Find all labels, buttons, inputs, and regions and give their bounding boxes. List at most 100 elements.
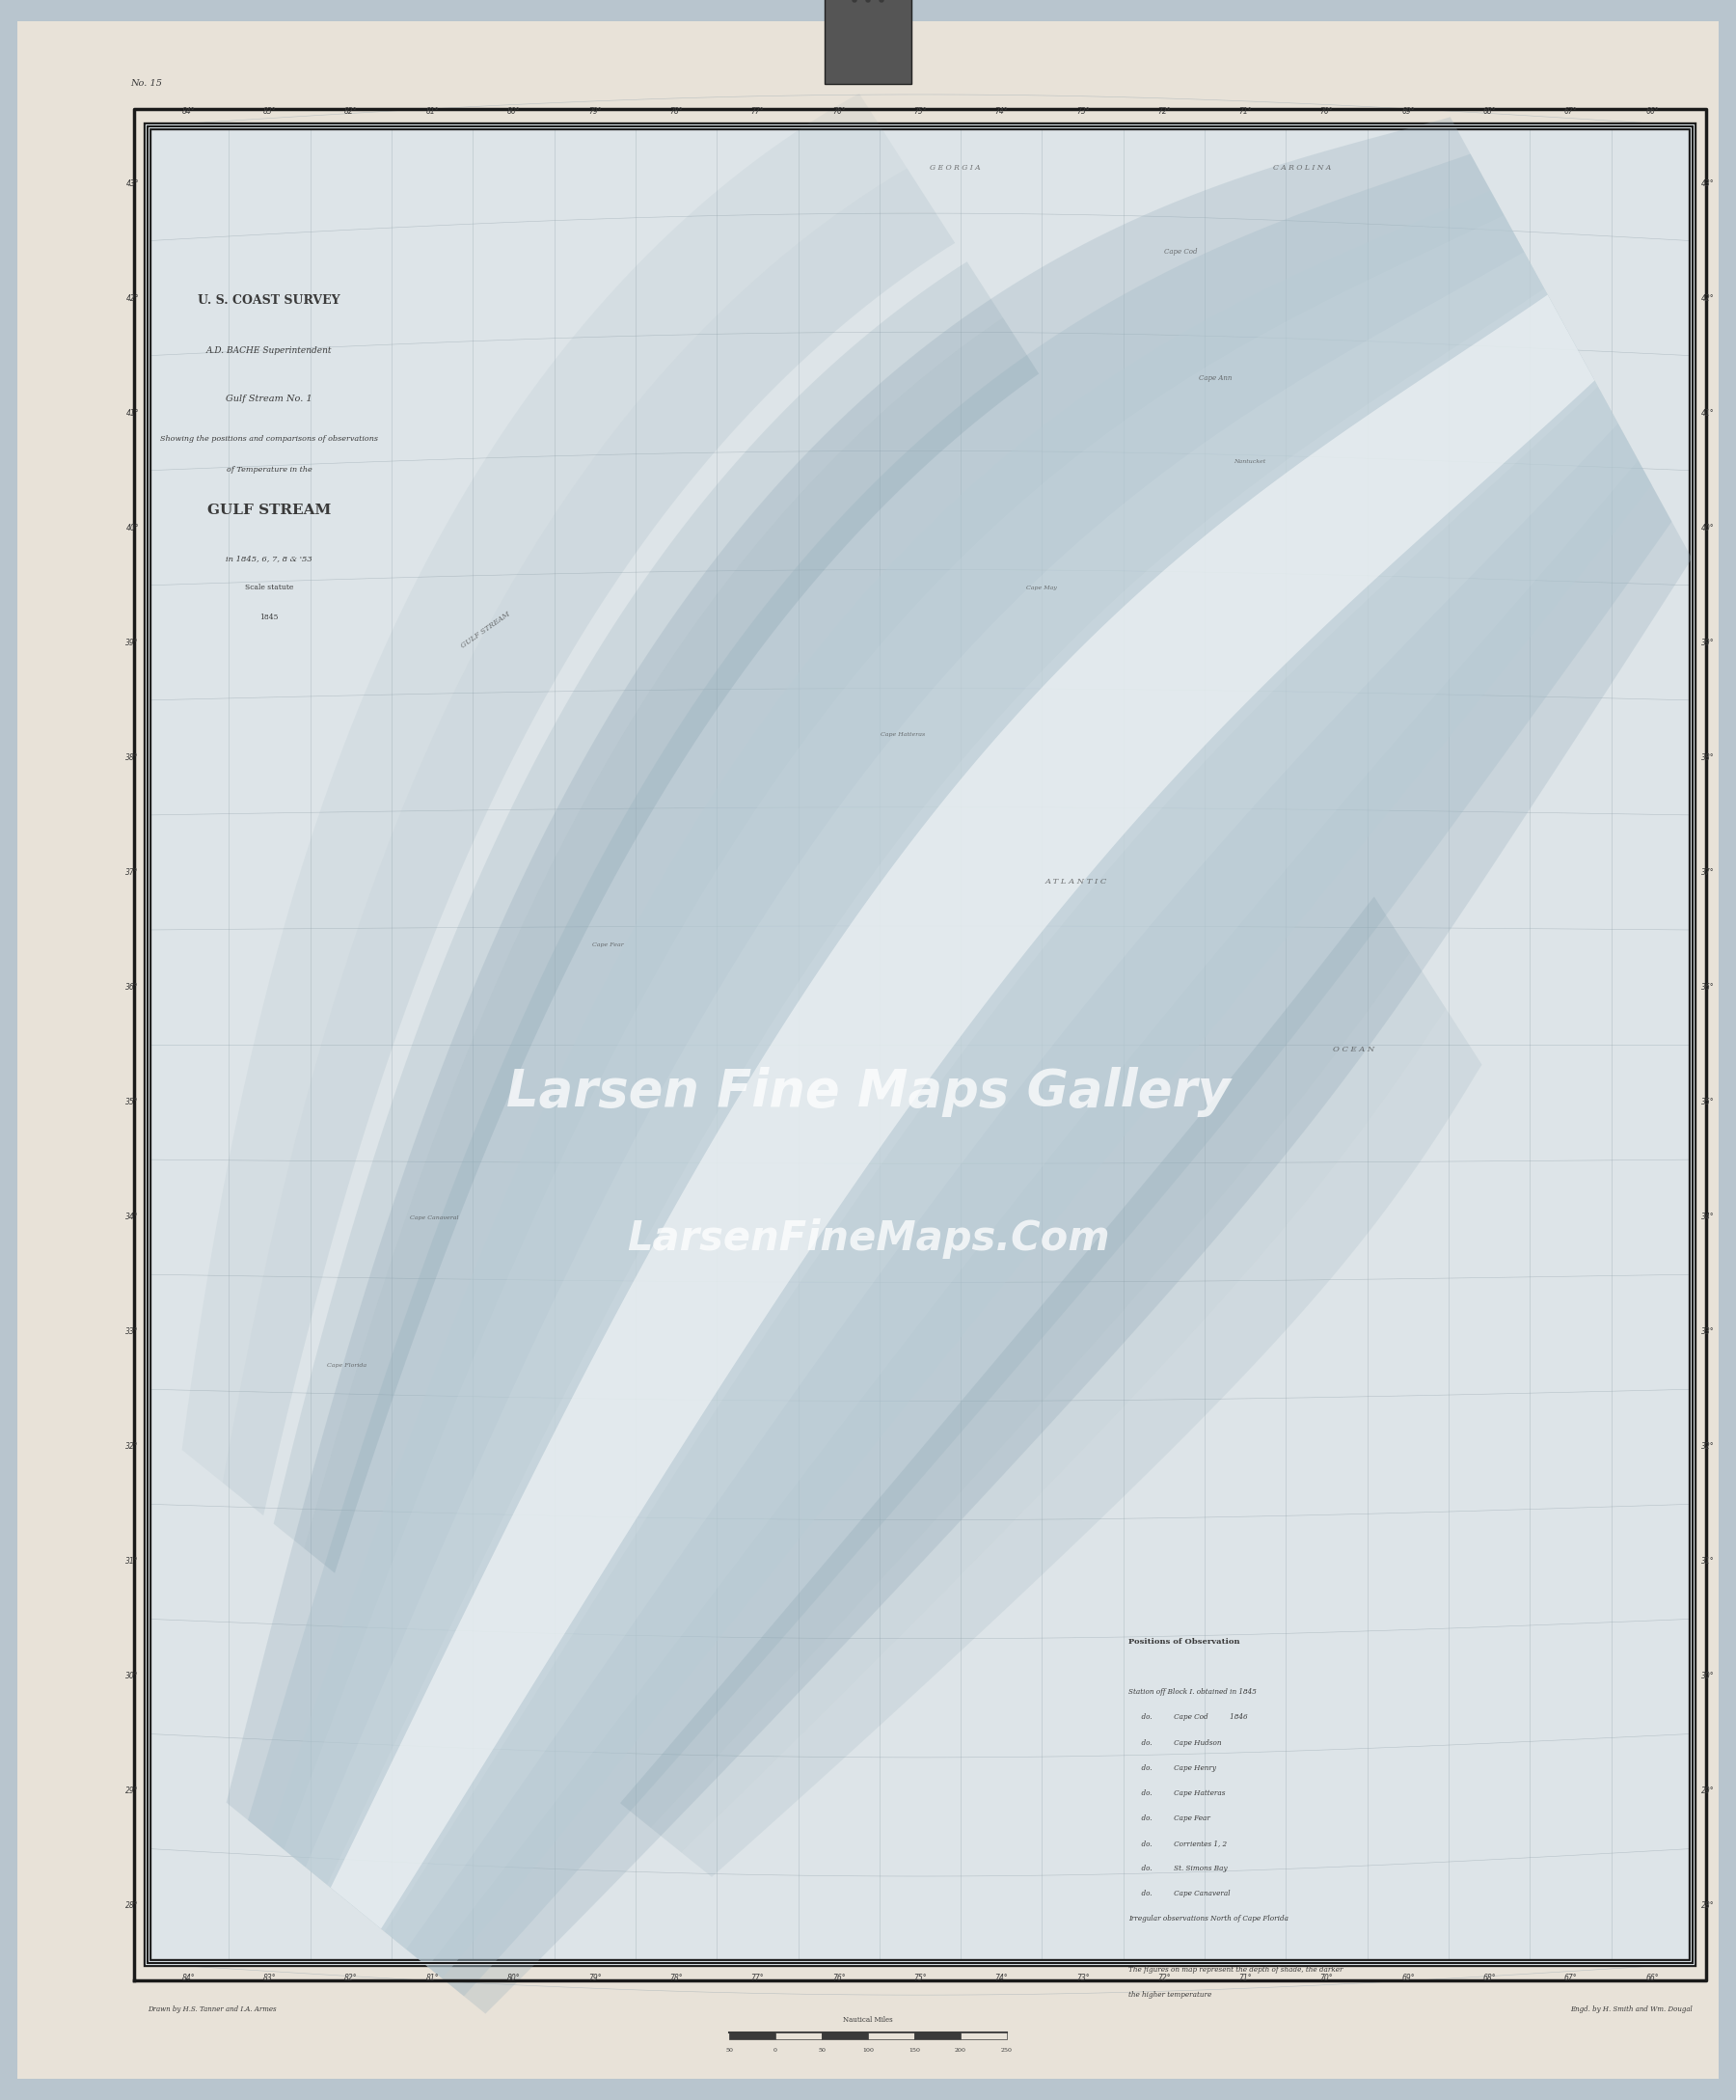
Text: 39°: 39°: [125, 638, 139, 647]
Text: 41°: 41°: [125, 410, 139, 418]
Text: do.          St. Simons Bay: do. St. Simons Bay: [1128, 1865, 1227, 1873]
Text: Larsen Fine Maps Gallery: Larsen Fine Maps Gallery: [505, 1067, 1231, 1117]
Text: 71°: 71°: [1240, 107, 1252, 116]
Text: 36°: 36°: [1701, 983, 1715, 991]
Polygon shape: [222, 168, 955, 1516]
Polygon shape: [248, 153, 1672, 1997]
Text: do.          Cape Fear: do. Cape Fear: [1128, 1814, 1210, 1823]
Text: 77°: 77°: [752, 1974, 764, 1982]
Text: Cape Canaveral: Cape Canaveral: [410, 1216, 458, 1220]
Text: Cape Fear: Cape Fear: [592, 943, 623, 947]
Polygon shape: [326, 288, 1597, 1932]
Bar: [148, 126, 1693, 1964]
Text: do.          Cape Cod          1846: do. Cape Cod 1846: [1128, 1714, 1248, 1722]
Text: 81°: 81°: [425, 107, 439, 116]
Text: O C E A N: O C E A N: [1333, 1046, 1375, 1054]
Text: A.D. BACHE Superintendent: A.D. BACHE Superintendent: [207, 347, 332, 355]
Text: 82°: 82°: [344, 1974, 358, 1982]
Text: 32°: 32°: [1701, 1443, 1715, 1451]
Text: 67°: 67°: [1564, 1974, 1578, 1982]
Text: 30°: 30°: [1701, 1672, 1715, 1680]
Text: do.          Cape Canaveral: do. Cape Canaveral: [1128, 1890, 1231, 1898]
Text: 0: 0: [774, 2047, 778, 2052]
Text: 75°: 75°: [913, 1974, 927, 1982]
Text: do.          Corrientes 1, 2: do. Corrientes 1, 2: [1128, 1840, 1227, 1848]
Text: 81°: 81°: [425, 1974, 439, 1982]
Text: 41°: 41°: [1701, 410, 1715, 418]
Polygon shape: [269, 191, 1651, 1978]
Text: 37°: 37°: [125, 867, 139, 878]
Text: 73°: 73°: [1076, 1974, 1088, 1982]
Text: Scale statute: Scale statute: [245, 584, 293, 592]
Text: 50: 50: [726, 2047, 733, 2052]
Text: 73°: 73°: [1076, 107, 1088, 116]
Text: 31°: 31°: [1701, 1558, 1715, 1567]
Bar: [148, 126, 1693, 1964]
Text: 69°: 69°: [1401, 1974, 1415, 1982]
Text: 1845: 1845: [260, 613, 278, 622]
Text: 84°: 84°: [182, 107, 194, 116]
Text: G E O R G I A: G E O R G I A: [929, 164, 981, 172]
Polygon shape: [620, 897, 1410, 1827]
Text: Cape May: Cape May: [1026, 586, 1057, 590]
Text: No. 15: No. 15: [130, 80, 161, 88]
FancyBboxPatch shape: [915, 2033, 960, 2039]
Text: 40°: 40°: [125, 523, 139, 531]
Text: 79°: 79°: [589, 1974, 601, 1982]
FancyBboxPatch shape: [776, 2033, 821, 2039]
Text: 66°: 66°: [1646, 107, 1658, 116]
Text: 84°: 84°: [182, 1974, 194, 1982]
Text: U. S. COAST SURVEY: U. S. COAST SURVEY: [198, 294, 340, 307]
Text: 33°: 33°: [1701, 1327, 1715, 1336]
Polygon shape: [651, 953, 1446, 1852]
Polygon shape: [182, 94, 908, 1483]
Text: 83°: 83°: [262, 107, 276, 116]
Text: 29°: 29°: [125, 1787, 139, 1796]
Text: 250: 250: [1002, 2047, 1012, 2052]
Text: 42°: 42°: [1701, 294, 1715, 302]
Text: 37°: 37°: [1701, 867, 1715, 878]
Text: C A R O L I N A: C A R O L I N A: [1272, 164, 1332, 172]
Text: A T L A N T I C: A T L A N T I C: [1045, 878, 1108, 886]
Text: 78°: 78°: [670, 107, 682, 116]
Text: 30°: 30°: [125, 1672, 139, 1680]
Text: 43°: 43°: [1701, 179, 1715, 187]
Text: LarsenFineMaps.Com: LarsenFineMaps.Com: [627, 1218, 1109, 1260]
Text: 76°: 76°: [832, 1974, 845, 1982]
Polygon shape: [274, 262, 1003, 1548]
Text: 31°: 31°: [125, 1558, 139, 1567]
Text: 35°: 35°: [1701, 1098, 1715, 1107]
Text: Cape Ann: Cape Ann: [1198, 374, 1233, 382]
Text: do.          Cape Henry: do. Cape Henry: [1128, 1764, 1217, 1772]
FancyBboxPatch shape: [148, 126, 1693, 1964]
Text: 77°: 77°: [752, 107, 764, 116]
Text: Engd. by H. Smith and Wm. Dougal: Engd. by H. Smith and Wm. Dougal: [1571, 2006, 1693, 2014]
Text: 74°: 74°: [995, 1974, 1009, 1982]
Bar: [148, 126, 1693, 1964]
Polygon shape: [306, 252, 1618, 1949]
FancyBboxPatch shape: [960, 2033, 1007, 2039]
Text: in 1845, 6, 7, 8 & '53: in 1845, 6, 7, 8 & '53: [226, 554, 312, 563]
Text: Drawn by H.S. Tanner and I.A. Armes: Drawn by H.S. Tanner and I.A. Armes: [148, 2006, 276, 2014]
Text: Irregular observations North of Cape Florida: Irregular observations North of Cape Flo…: [1128, 1915, 1288, 1924]
Text: Nautical Miles: Nautical Miles: [844, 2016, 892, 2024]
Text: 68°: 68°: [1483, 107, 1496, 116]
Text: Gulf Stream No. 1: Gulf Stream No. 1: [226, 395, 312, 403]
Text: 74°: 74°: [995, 107, 1009, 116]
Polygon shape: [330, 294, 1595, 1928]
Text: Station off Block I. obtained in 1845: Station off Block I. obtained in 1845: [1128, 1688, 1257, 1697]
Text: 150: 150: [908, 2047, 920, 2052]
Text: Positions of Observation: Positions of Observation: [1128, 1638, 1240, 1646]
Text: 72°: 72°: [1158, 1974, 1170, 1982]
Text: GULF STREAM: GULF STREAM: [460, 611, 512, 649]
Text: 33°: 33°: [125, 1327, 139, 1336]
Text: 100: 100: [863, 2047, 873, 2052]
Text: 80°: 80°: [507, 107, 521, 116]
FancyBboxPatch shape: [821, 2033, 868, 2039]
Text: 70°: 70°: [1319, 1974, 1333, 1982]
Text: 34°: 34°: [125, 1212, 139, 1222]
FancyBboxPatch shape: [825, 0, 911, 84]
Text: Showing the positions and comparisons of observations: Showing the positions and comparisons of…: [160, 435, 378, 443]
Text: 38°: 38°: [1701, 754, 1715, 762]
Text: 79°: 79°: [589, 107, 601, 116]
